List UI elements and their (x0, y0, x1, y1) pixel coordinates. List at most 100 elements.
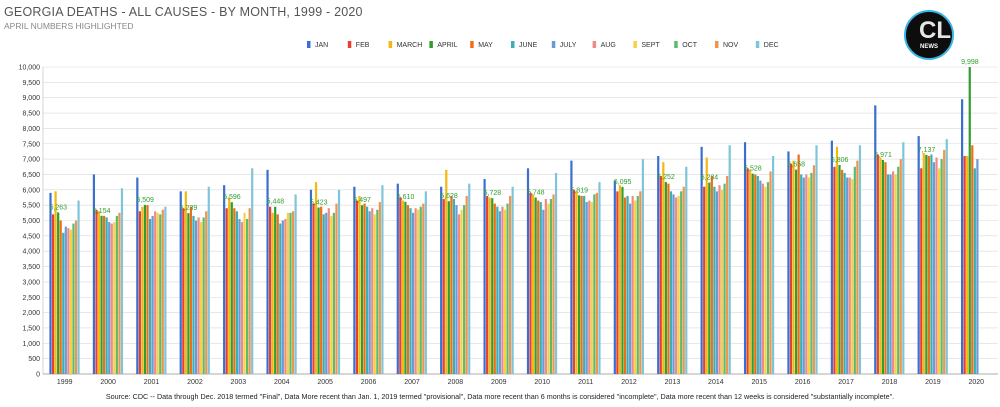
bar-june-2015 (756, 175, 759, 374)
bar-may-2002 (189, 206, 193, 374)
bar-aug-2001 (154, 211, 157, 374)
bar-may-2010 (537, 200, 540, 374)
bar-june-2002 (192, 215, 195, 374)
bar-april-2020 (968, 67, 971, 374)
bar-july-2007 (411, 212, 415, 374)
bar-april-2014 (708, 182, 711, 374)
bar-nov-2010 (552, 194, 555, 374)
bar-sept-2014 (720, 189, 724, 374)
bar-feb-2013 (659, 175, 662, 374)
bar-sept-2018 (894, 174, 897, 374)
bar-dec-2013 (685, 166, 688, 374)
bar-june-2011 (583, 195, 586, 374)
bar-may-2001 (146, 205, 149, 374)
bar-dec-2010 (554, 172, 558, 374)
data-label-april: 6,971 (874, 152, 892, 159)
bar-jan-2016 (787, 151, 790, 374)
bar-april-2011 (577, 195, 581, 374)
data-label-april: 5,748 (527, 190, 545, 197)
bar-june-2016 (800, 174, 803, 374)
legend-swatch (388, 41, 393, 48)
bar-july-1999 (64, 226, 67, 374)
bar-jan-2018 (874, 105, 877, 374)
bar-march-2005 (314, 182, 318, 374)
data-label-april: 6,234 (701, 175, 719, 182)
bar-july-2000 (108, 222, 111, 374)
bar-aug-2016 (805, 174, 808, 374)
y-tick-label: 9,500 (22, 80, 40, 87)
bar-may-2020 (971, 145, 974, 374)
bar-nov-2007 (422, 203, 425, 374)
legend-swatch (755, 41, 760, 48)
bar-april-2010 (534, 197, 537, 374)
bar-july-2002 (194, 220, 198, 374)
data-label-april: 5,596 (223, 194, 241, 201)
y-tick-label: 9,000 (22, 95, 40, 102)
bar-aug-2007 (414, 208, 417, 374)
bar-march-2004 (271, 212, 274, 374)
bar-march-2008 (445, 169, 448, 374)
bar-oct-2004 (289, 212, 292, 374)
bar-feb-2008 (442, 199, 445, 374)
bar-aug-2015 (761, 183, 764, 374)
bar-march-2002 (184, 191, 187, 374)
data-label-april: 6,528 (744, 166, 762, 173)
bar-nov-2000 (118, 212, 121, 374)
y-tick-label: 6,000 (22, 187, 40, 194)
bar-march-2001 (141, 206, 144, 374)
bar-jan-2005 (309, 189, 313, 374)
y-tick-label: 2,000 (22, 310, 40, 317)
bar-march-2007 (401, 200, 404, 374)
data-label-april: 5,497 (353, 197, 371, 204)
y-tick-label: 4,000 (22, 249, 40, 256)
bar-july-2006 (368, 211, 371, 374)
legend-label: JAN (315, 42, 328, 49)
bar-dec-2017 (858, 145, 862, 374)
bar-oct-2010 (549, 199, 553, 374)
bar-july-2003 (238, 218, 241, 374)
data-label-april: 6,658 (788, 162, 806, 169)
y-tick-label: 3,000 (22, 279, 40, 286)
bar-dec-2006 (381, 185, 384, 374)
bar-dec-2004 (294, 194, 297, 374)
bar-oct-2011 (593, 194, 596, 374)
bar-sept-2011 (590, 202, 593, 374)
y-tick-label: 7,500 (22, 141, 40, 148)
bar-nov-2006 (378, 202, 381, 374)
bar-aug-2002 (197, 217, 200, 374)
bar-aug-2008 (457, 214, 461, 374)
legend-swatch (307, 41, 311, 48)
x-tick-label: 2005 (317, 379, 333, 386)
legend-label: DEC (764, 42, 779, 49)
bar-nov-2011 (595, 192, 599, 374)
bar-july-2005 (325, 212, 328, 374)
x-tick-label: 2000 (100, 379, 116, 386)
bar-may-1999 (59, 220, 62, 374)
bar-may-2014 (710, 175, 713, 374)
bar-july-2016 (802, 177, 805, 374)
bar-feb-2004 (269, 206, 272, 374)
bar-dec-2009 (511, 186, 514, 374)
bar-march-2010 (532, 194, 535, 374)
bar-sept-2007 (417, 209, 420, 374)
bar-april-2017 (838, 165, 841, 374)
bar-nov-2009 (508, 195, 512, 374)
bar-april-2008 (447, 201, 450, 374)
data-label-april: 6,095 (614, 179, 632, 186)
bar-sept-2003 (243, 212, 246, 374)
data-label-april: 7,137 (918, 147, 936, 154)
bar-june-2004 (279, 223, 282, 374)
bar-feb-2003 (225, 208, 228, 374)
y-tick-label: 5,500 (22, 203, 40, 210)
bar-dec-2008 (468, 183, 471, 374)
legend-swatch (347, 41, 352, 48)
bar-nov-2013 (682, 186, 685, 374)
bar-oct-2013 (680, 191, 683, 374)
bar-sept-2008 (460, 209, 463, 374)
bar-dec-2011 (598, 182, 601, 374)
bar-april-2006 (360, 205, 364, 374)
bar-jan-2019 (917, 136, 920, 374)
bar-april-2004 (274, 206, 277, 374)
x-tick-label: 2018 (882, 379, 898, 386)
bar-jan-2014 (700, 146, 703, 374)
